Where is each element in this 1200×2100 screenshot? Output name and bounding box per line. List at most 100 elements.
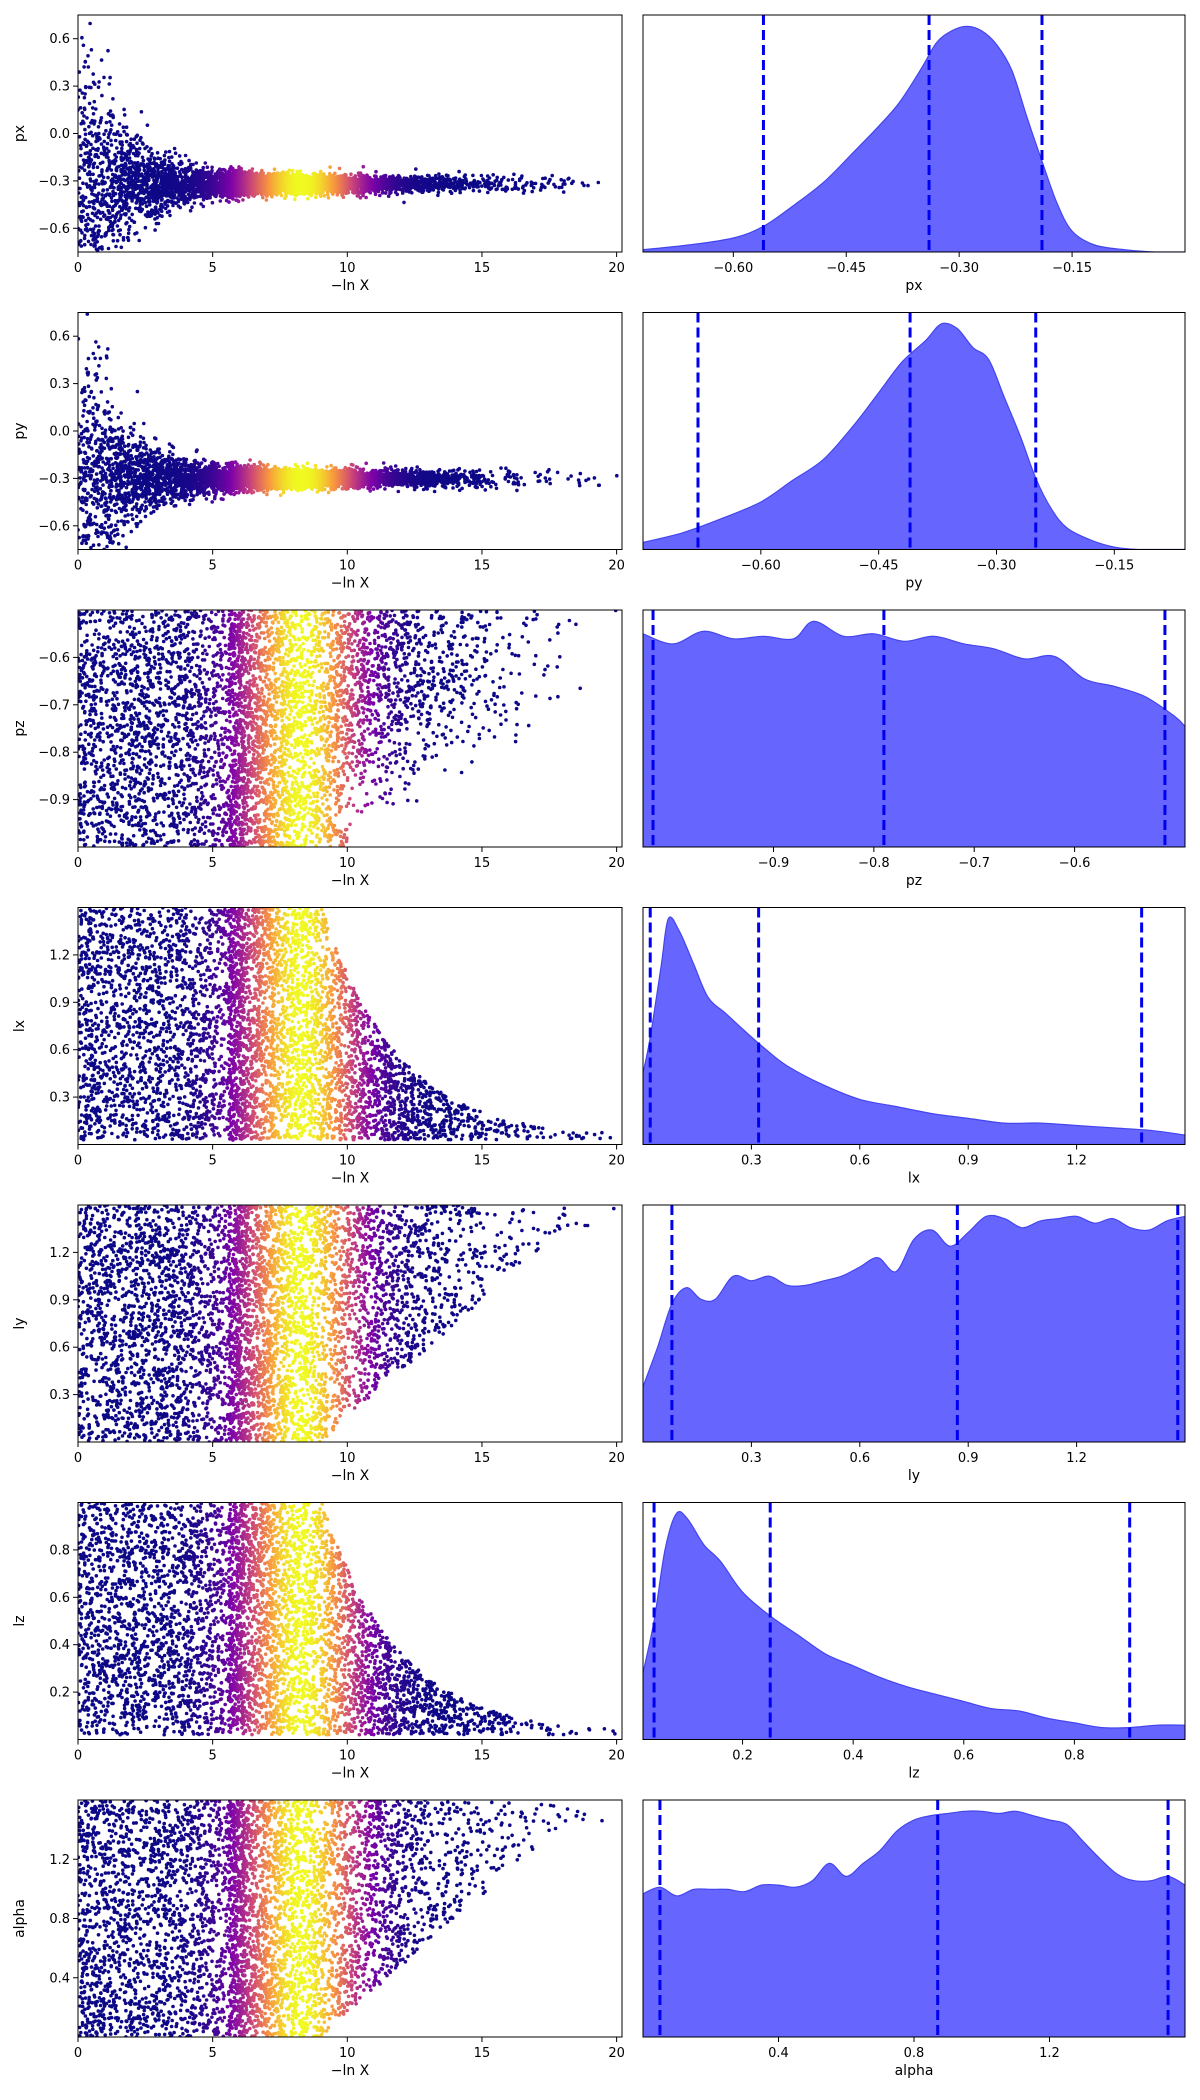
scatter-point: [231, 197, 235, 201]
scatter-point: [201, 165, 205, 170]
scatter-point: [131, 190, 136, 195]
scatter-point: [167, 209, 172, 214]
scatter-point: [580, 181, 585, 185]
scatter-point: [495, 175, 500, 180]
scatter-point: [120, 146, 124, 151]
scatter-point: [97, 229, 102, 233]
scatter-point: [91, 227, 96, 231]
scatter-point: [160, 214, 164, 218]
scatter-point: [115, 130, 120, 134]
scatter-point: [284, 194, 288, 199]
scatter-point: [139, 110, 144, 114]
scatter-point: [82, 107, 87, 112]
scatter-point: [194, 161, 199, 165]
scatter-point: [355, 194, 360, 198]
scatter-point: [121, 238, 126, 242]
scatter-point: [351, 190, 355, 194]
scatter-point: [122, 190, 126, 194]
scatter-point: [458, 190, 463, 195]
scatter-point: [217, 167, 222, 171]
scatter-point: [124, 212, 128, 216]
scatter-point: [264, 198, 269, 202]
scatter-point: [433, 173, 438, 178]
scatter-point: [85, 116, 89, 120]
scatter-point: [172, 166, 177, 170]
scatter-point: [99, 58, 104, 62]
scatter-point: [109, 143, 114, 147]
scatter-point: [218, 199, 223, 203]
scatter-point: [79, 219, 84, 224]
scatter-point: [83, 127, 87, 132]
scatter-point: [462, 174, 467, 179]
scatter-point: [93, 82, 97, 86]
scatter-point: [261, 171, 266, 175]
scatter-point: [137, 238, 141, 243]
scatter-point: [99, 235, 104, 239]
scatter-point: [210, 200, 215, 205]
scatter-point: [356, 171, 361, 175]
scatter-point: [140, 155, 145, 160]
scatter-point: [195, 194, 200, 199]
scatter-point: [448, 189, 453, 194]
scatter-point: [491, 173, 496, 177]
scatter-point: [451, 185, 456, 190]
scatter-point: [88, 172, 93, 177]
scatter-point: [106, 228, 111, 233]
scatter-point: [122, 129, 126, 134]
scatter-point: [444, 173, 449, 177]
scatter-point: [82, 168, 87, 172]
scatter-point: [240, 169, 244, 174]
scatter-point: [92, 99, 97, 104]
scatter-point: [80, 111, 84, 115]
scatter-point: [111, 115, 115, 120]
scatter-point: [83, 233, 87, 238]
scatter-point: [512, 172, 516, 177]
scatter-point: [261, 195, 265, 200]
scatter-point: [127, 224, 132, 229]
scatter-point: [109, 123, 114, 127]
scatter-point: [364, 195, 368, 200]
scatter-point: [479, 173, 484, 178]
scatter-point: [80, 35, 84, 40]
scatter-point: [517, 178, 522, 183]
scatter-point: [129, 137, 133, 141]
scatter-point: [99, 142, 104, 146]
scatter-point: [180, 175, 184, 179]
scatter-point: [86, 222, 90, 227]
scatter-point: [136, 160, 140, 165]
scatter-point: [393, 190, 398, 195]
scatter-point: [135, 231, 139, 235]
scatter-point: [531, 186, 536, 190]
scatter-point: [119, 193, 124, 197]
scatter-point: [93, 243, 97, 248]
scatter-point: [91, 72, 95, 76]
scatter-point: [124, 207, 129, 211]
scatter-point: [111, 227, 115, 232]
scatter-point: [188, 189, 192, 193]
scatter-point: [90, 133, 95, 138]
scatter-point: [239, 166, 243, 171]
scatter-point: [513, 185, 517, 190]
scatter-point: [145, 182, 149, 187]
scatter-point: [139, 135, 143, 140]
scatter-point: [152, 169, 157, 174]
scatter-point: [149, 146, 153, 151]
scatter-point: [177, 154, 182, 158]
scatter-point: [250, 167, 255, 171]
scatter-point: [129, 146, 133, 151]
scatter-point: [156, 175, 160, 179]
scatter-point: [161, 193, 165, 197]
scatter-point: [137, 146, 142, 151]
scatter-point: [105, 146, 109, 151]
scatter-point: [102, 213, 107, 218]
scatter-point: [87, 101, 92, 106]
scatter-point: [111, 97, 115, 101]
scatter-point: [94, 211, 99, 215]
scatter-point: [279, 193, 284, 198]
scatter-point: [246, 195, 251, 199]
scatter-point: [471, 173, 475, 178]
scatter-point: [281, 170, 285, 174]
scatter-point: [189, 167, 193, 171]
scatter-point: [125, 220, 129, 225]
scatter-point: [124, 163, 128, 167]
